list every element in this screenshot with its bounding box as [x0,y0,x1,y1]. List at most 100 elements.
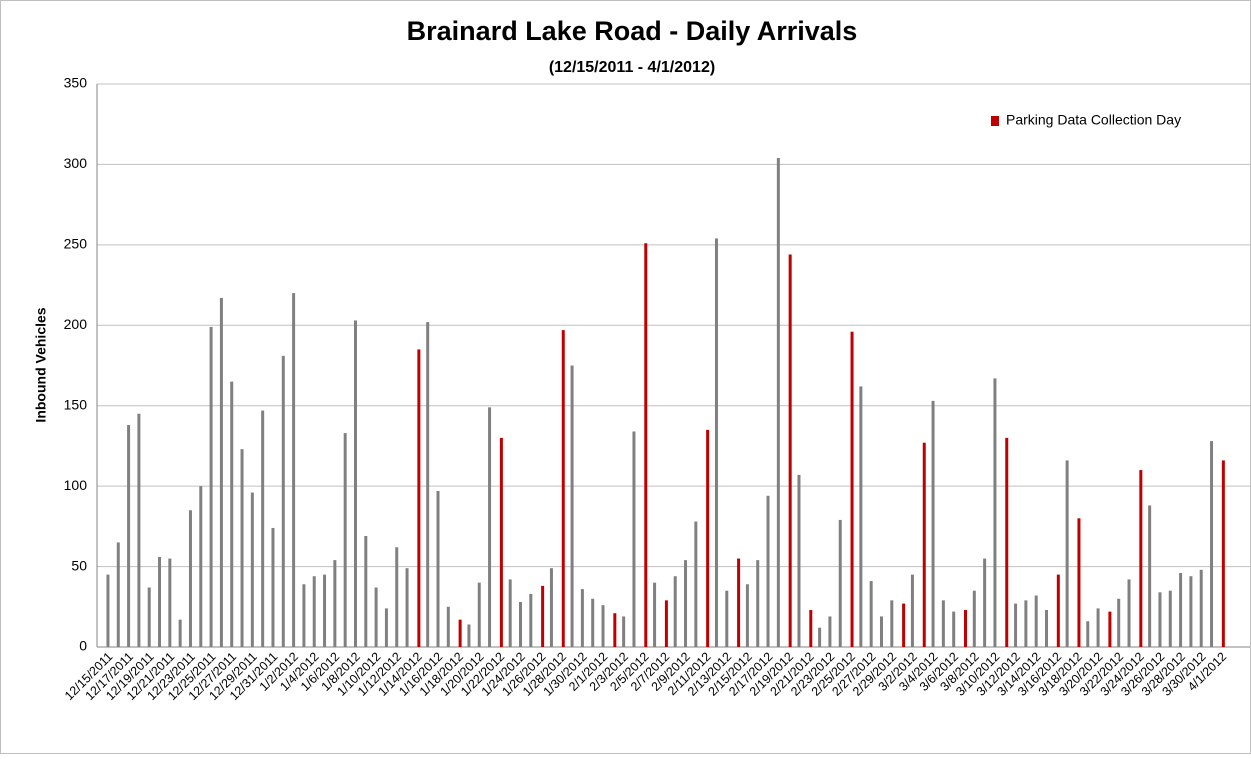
bar [1199,569,1203,647]
bar [426,322,430,647]
bar [952,611,956,647]
bar [1065,460,1069,647]
bar [1139,470,1143,647]
bar [250,492,254,647]
bar [902,603,906,647]
bar [869,581,873,647]
bar [788,254,792,647]
bar [1210,441,1214,647]
bar [549,568,553,647]
bar [302,584,306,647]
bar [1086,621,1090,647]
bar [591,598,595,647]
bar [922,442,926,647]
bar [1096,608,1100,647]
bar [395,547,399,647]
bar [261,410,265,647]
bar [281,355,285,647]
bar [1108,611,1112,647]
bar [570,365,574,647]
bar [580,589,584,647]
y-tick-label: 50 [71,557,87,573]
bar [127,425,131,647]
bar [508,579,512,647]
bar [467,624,471,647]
bar [694,521,698,647]
bar [384,608,388,647]
bar [1056,574,1060,647]
bar [941,600,945,647]
bar [818,627,822,647]
bar [541,585,545,647]
bar [405,568,409,647]
bar [797,474,801,647]
bar [983,558,987,647]
bar [292,293,296,647]
bar [963,610,967,647]
bar [271,527,275,647]
bar [931,400,935,647]
bar [178,619,182,647]
bar [446,606,450,647]
legend-label: Parking Data Collection Day [1006,112,1181,128]
bar [209,326,213,647]
bar [1189,576,1193,647]
bar [910,574,914,647]
bar [116,542,120,647]
y-tick-label: 350 [64,75,88,91]
bar [622,616,626,647]
bar [240,449,244,647]
bar [199,486,203,647]
y-tick-label: 150 [64,396,88,412]
bar [188,510,192,647]
bar [137,413,141,647]
chart-title: Brainard Lake Road - Daily Arrivals [407,16,858,46]
y-tick-label: 250 [64,236,88,252]
bar [168,558,172,647]
bar [1179,573,1183,647]
bar [601,605,605,647]
bar [529,593,533,647]
bar [1127,579,1131,647]
bar [859,386,863,647]
bar [230,381,234,647]
bar [477,582,481,647]
bar [632,431,636,647]
bar [828,616,832,647]
y-axis-label: Inbound Vehicles [33,307,49,422]
bar [1034,595,1038,647]
bar [850,331,854,647]
bar [890,600,894,647]
bar [664,600,668,647]
bar [745,584,749,647]
bar [333,560,337,647]
bar [488,407,492,647]
bar [776,157,780,647]
bar [879,616,883,647]
bar [684,560,688,647]
bar [1221,460,1225,647]
bar [673,576,677,647]
bar [561,330,565,647]
bar [1148,505,1152,647]
bar [343,433,347,647]
bar [158,556,162,647]
bar [1005,437,1009,647]
bar [756,560,760,647]
bar [644,243,648,647]
bar [1045,610,1049,647]
bar [706,429,710,647]
y-tick-label: 300 [64,155,88,171]
chart-subtitle: (12/15/2011 - 4/1/2012) [549,59,715,76]
legend-swatch [991,116,999,126]
bar [1168,590,1172,647]
bar [653,582,657,647]
y-tick-label: 100 [64,477,88,493]
bar [353,320,357,647]
bar [312,576,316,647]
bar [106,574,110,647]
bar [838,519,842,647]
bar [374,587,378,647]
